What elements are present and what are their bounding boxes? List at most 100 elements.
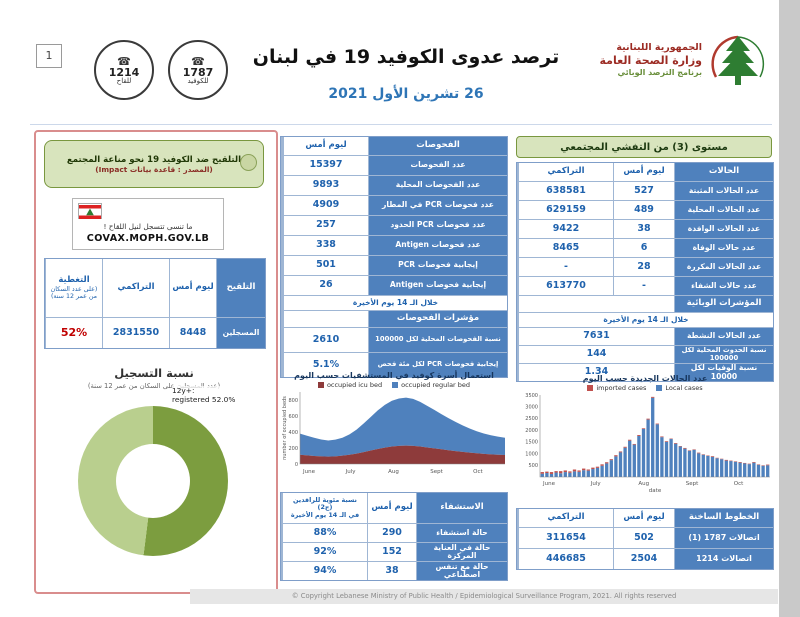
svg-text:Sept: Sept <box>430 469 443 475</box>
icu-bed-swatch-icon <box>317 382 324 388</box>
donut-series-label: 12y+: registered 52.0% <box>172 386 264 405</box>
epi-row-label: نسبة الحدوث المحلية لكل 100000 <box>675 346 773 363</box>
vaccine-reminder-box: ما تنسى تتسجل لنيل اللقاح ! COVAX.MOPH.G… <box>72 198 224 250</box>
tests-col-header: الفحوصات <box>369 137 507 155</box>
legend-item: Local cases <box>656 384 703 392</box>
vaccine-hotline-label: للقاح <box>116 76 132 85</box>
hosp-row-pct: 92% <box>283 543 367 561</box>
cases-row-yesterday: 489 <box>614 201 674 219</box>
legend-label: Local cases <box>665 384 703 392</box>
cases-row-label: عدد الحالات المحلية <box>675 201 773 219</box>
hosp-col-label: الاستشفاء <box>417 493 507 523</box>
legend-item: imported cases <box>587 384 646 392</box>
epi-period-note: خلال الـ 14 يوم الأخيرة <box>519 313 773 327</box>
cases-row-yesterday: 6 <box>614 239 674 257</box>
tests-period-note: خلال الـ 14 يوم الأخيرة <box>284 296 507 310</box>
cases-row-yesterday: 28 <box>614 258 674 276</box>
hotlines-col-cumulative: التراكمي <box>519 509 613 527</box>
svg-text:July: July <box>345 469 357 475</box>
vaccination-title-box: التلقيح ضد الكوفيد 19 نحو مناعة المجتمع … <box>44 140 264 188</box>
community-level-box: مستوى (3) من التفشي المجتمعي <box>516 136 772 158</box>
hosp-row-label: حالة استشفاء <box>417 524 507 542</box>
vaccination-panel: التلقيح ضد الكوفيد 19 نحو مناعة المجتمع … <box>34 130 278 594</box>
covid-hotline-number: 1787 <box>182 65 214 79</box>
vacc-col-vaccination: التلقيح <box>217 259 265 317</box>
new-cases-bar-chart: 500 1000 1500 2000 2500 3000 3500 June July Aug Se… <box>516 392 774 494</box>
covax-site-link[interactable]: COVAX.MOPH.GOV.LB <box>86 233 210 244</box>
epi-indicators-spacer <box>519 296 674 312</box>
svg-text:2000: 2000 <box>525 428 538 434</box>
tests-row-label: عدد فحوصات PCR في المطار <box>369 196 507 215</box>
lebanon-flag-icon <box>78 203 102 219</box>
vaccination-source: (المصدر : قاعدة بيانات Impact) <box>95 164 213 174</box>
vacc-coverage-value: 52% <box>46 318 102 348</box>
svg-text:1500: 1500 <box>525 440 538 446</box>
vacc-col-cumulative: التراكمي <box>103 259 169 317</box>
hosp-col-pct-line1: نسبة مئوية للراقدين (ج2) <box>293 496 357 512</box>
svg-text:200: 200 <box>288 446 298 452</box>
vacc-cumulative-value: 2831550 <box>103 318 169 348</box>
cases-row-label: عدد حالات الوفاة <box>675 239 773 257</box>
tests-indicator-label: نسبة الفحوصات المحلية لكل 100000 <box>369 328 507 352</box>
hotlines-table: الخطوط الساخنة ليوم أمس التراكمي اتصالات… <box>516 508 774 570</box>
tests-row-value: 26 <box>284 276 368 295</box>
cedar-logo-icon <box>711 35 765 85</box>
svg-text:3500: 3500 <box>525 393 538 399</box>
tests-row-label: عدد الفحوصات المحلية <box>369 176 507 195</box>
cases-row-label: عدد الحالات الوافدة <box>675 220 773 238</box>
hosp-row-yesterday: 152 <box>368 543 416 561</box>
ministry-line3: برنامج الترصد الوبائي <box>617 67 702 77</box>
svg-text:2500: 2500 <box>525 416 538 422</box>
tests-row-label: عدد الفحوصات <box>369 156 507 175</box>
local-cases-swatch-icon <box>656 385 663 391</box>
vacc-col-coverage-main: التغطية <box>58 275 90 286</box>
tests-indicators-header: مؤشرات الفحوصات <box>369 311 507 327</box>
vacc-col-coverage: التغطية (على عدد السكان من عمر 12 سنة) <box>46 259 102 317</box>
svg-text:Oct: Oct <box>473 469 483 475</box>
tests-col-yesterday: ليوم أمس <box>284 137 368 155</box>
report-title: ترصد عدوى الكوفيد 19 في لبنان <box>252 46 560 68</box>
epi-row-label: نسبة الوفيات لكل 10000 <box>675 364 773 381</box>
cases-row-label: عدد الحالات المثبتة <box>675 182 773 200</box>
cases-row-label: عدد الحالات المكررة <box>675 258 773 276</box>
vaccine-hotline-badge: ☎ 1214 للقاح <box>94 40 154 100</box>
legend-label: imported cases <box>596 384 647 392</box>
svg-text:800: 800 <box>288 398 298 404</box>
epi-row-value: 144 <box>519 346 674 363</box>
legend-item: occupied icu bed <box>317 381 382 389</box>
cases-row-cumulative: 8465 <box>519 239 613 257</box>
tests-row-value: 4909 <box>284 196 368 215</box>
hotlines-title: الخطوط الساخنة <box>675 509 773 527</box>
svg-text:1000: 1000 <box>525 451 538 457</box>
epi-row-value: 1.34 <box>519 364 674 381</box>
report-date: 26 تشرين الأول 2021 <box>328 86 484 102</box>
hosp-col-pct-line2: في الـ 14 يوم الأخيرة <box>290 510 360 519</box>
hotlines-row-yesterday: 502 <box>614 528 674 548</box>
hosp-row-yesterday: 38 <box>368 562 416 580</box>
tests-row-value: 338 <box>284 236 368 255</box>
svg-text:400: 400 <box>288 430 298 436</box>
hospitalization-table: الاستشفاء ليوم أمس نسبة مئوية للراقدين (… <box>280 492 508 581</box>
regular-bed-swatch-icon <box>392 382 399 388</box>
tests-row-label: عدد فحوصات PCR الحدود <box>369 216 507 235</box>
tests-row-value: 15397 <box>284 156 368 175</box>
cases-row-yesterday: - <box>614 277 674 295</box>
cases-row-label: عدد حالات الشفاء <box>675 277 773 295</box>
legend-item: occupied regular bed <box>392 381 470 389</box>
legend-label: occupied regular bed <box>401 381 471 389</box>
hosp-row-label: حالة مع تنفس اصطناعي <box>417 562 507 580</box>
svg-text:Sept: Sept <box>686 481 699 487</box>
hosp-row-yesterday: 290 <box>368 524 416 542</box>
donut-label-line1: 12y+: <box>172 386 195 395</box>
svg-text:500: 500 <box>528 463 538 469</box>
imported-cases-swatch-icon <box>587 385 594 391</box>
tests-row-label: عدد فحوصات Antigen <box>369 236 507 255</box>
registration-donut-chart <box>78 406 228 556</box>
tests-row-label: إيجابية فحوصات PCR <box>369 256 507 275</box>
hotlines-row-cumulative: 311654 <box>519 528 613 548</box>
svg-text:date: date <box>649 488 662 494</box>
tests-indicator-value: 2610 <box>284 328 368 352</box>
hotlines-row-label: اتصالات 1787 (1) <box>675 528 773 548</box>
cases-col-yesterday: ليوم أمس <box>614 163 674 181</box>
svg-text:July: July <box>590 481 602 487</box>
